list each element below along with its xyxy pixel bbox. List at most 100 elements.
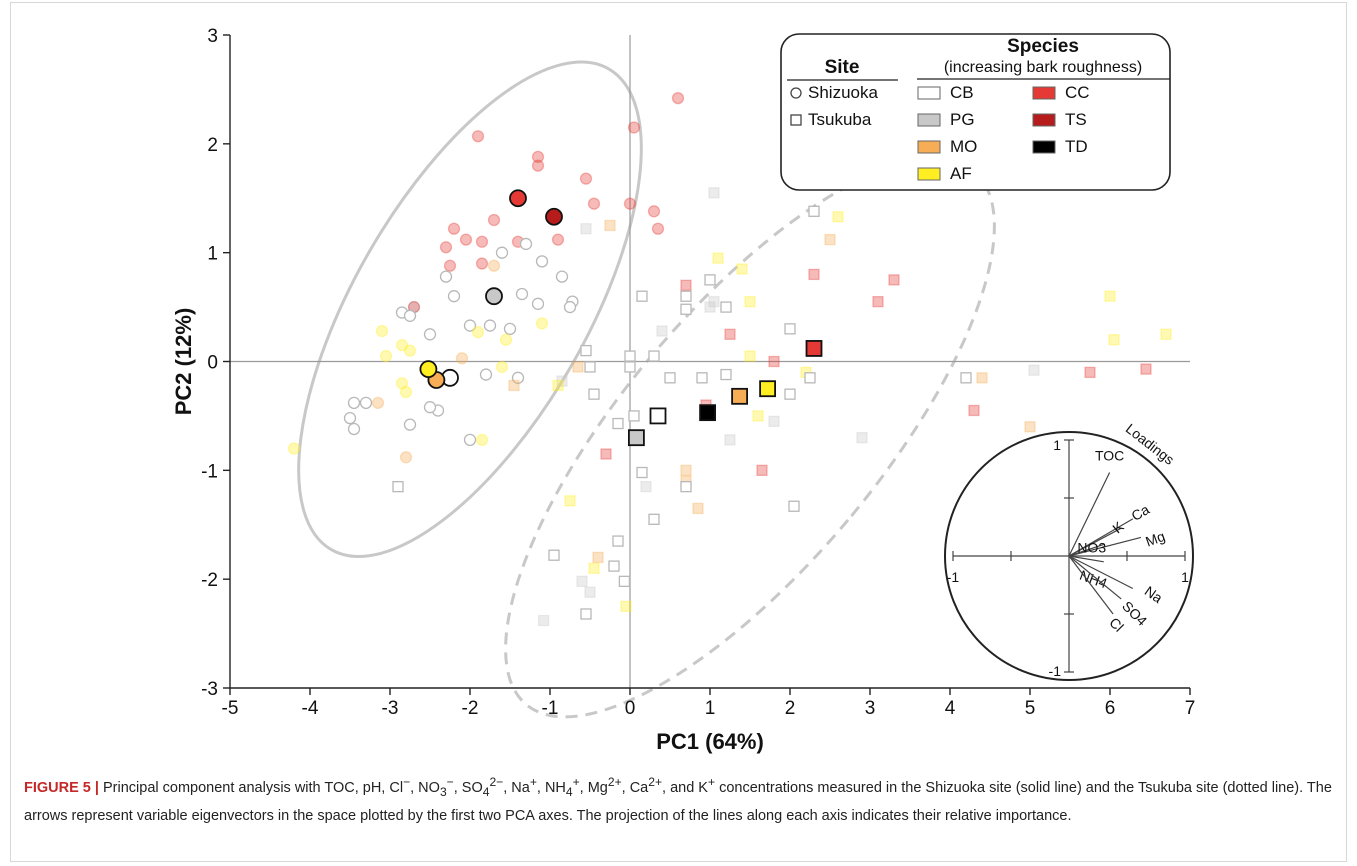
- x-tick-label: 4: [945, 698, 956, 719]
- sample-point: [515, 287, 529, 301]
- sample-point: [708, 295, 720, 308]
- sample-point: [371, 396, 385, 410]
- sample-point: [459, 233, 473, 246]
- sample-point: [744, 295, 756, 308]
- sample-point: [808, 205, 820, 217]
- sample-point: [592, 551, 604, 564]
- sample-point: [872, 295, 884, 308]
- sample-point: [495, 360, 509, 374]
- figure-caption: FIGURE 5 | Principal component analysis …: [24, 770, 1334, 828]
- legend-site-title: Site: [825, 57, 860, 78]
- sample-point: [708, 187, 720, 199]
- sample-point: [612, 417, 624, 430]
- sample-point: [640, 481, 652, 493]
- sample-point: [608, 560, 620, 572]
- sample-point: [392, 481, 404, 493]
- loading-vector: [1068, 543, 1104, 557]
- legend-species-swatch: [1032, 140, 1056, 154]
- loading-label: Ca: [1129, 501, 1153, 524]
- x-tick-label: 0: [625, 698, 636, 719]
- sample-point: [535, 317, 549, 330]
- sample-point: [588, 562, 600, 574]
- sample-point: [475, 433, 489, 447]
- sample-point: [724, 328, 736, 340]
- sample-point: [487, 213, 501, 227]
- sample-point: [752, 410, 764, 422]
- legend-species-label: PG: [950, 110, 975, 129]
- sample-point: [696, 372, 708, 384]
- sample-point: [537, 614, 550, 627]
- x-tick-label: 2: [785, 698, 796, 719]
- sample-point: [379, 349, 393, 363]
- sample-point: [495, 246, 509, 259]
- sample-point: [1104, 290, 1116, 302]
- sample-point: [447, 290, 461, 303]
- sample-point: [624, 350, 636, 362]
- sample-point: [551, 233, 565, 246]
- sample-point: [832, 211, 844, 223]
- legend-species-swatch: [917, 167, 941, 181]
- sample-point: [399, 385, 413, 399]
- loadings-tick-label: -1: [947, 569, 960, 585]
- loading-label: NO3: [1077, 539, 1106, 555]
- sample-point: [692, 502, 704, 515]
- y-tick-label: -2: [201, 570, 218, 591]
- y-tick-label: 0: [207, 353, 218, 374]
- caption-text: Principal component analysis with TOC, p…: [24, 775, 1332, 824]
- centroid-point: [485, 287, 503, 306]
- sample-point: [736, 263, 748, 275]
- y-tick-label: -3: [201, 679, 218, 700]
- sample-point: [680, 481, 692, 493]
- shizuoka-ellipse: [297, 60, 643, 559]
- loadings-tick-label: 1: [1181, 569, 1189, 585]
- sample-point: [439, 241, 453, 254]
- sample-point: [519, 237, 533, 251]
- sample-point: [399, 451, 413, 464]
- sample-point: [552, 379, 564, 392]
- sample-point: [671, 91, 685, 105]
- sample-point: [628, 410, 640, 422]
- sample-point: [824, 233, 836, 246]
- sample-point: [588, 388, 600, 400]
- sample-point: [584, 361, 596, 373]
- legend-species-label: AF: [950, 164, 972, 183]
- sample-point: [1028, 364, 1040, 376]
- sample-point: [624, 361, 636, 373]
- centroid-point: [628, 429, 645, 447]
- sample-point: [447, 222, 461, 235]
- sample-point: [784, 388, 796, 400]
- centroid-points: [419, 189, 823, 447]
- sample-point: [604, 219, 616, 232]
- sample-point: [403, 344, 417, 357]
- legend-species-title: Species: [1007, 36, 1079, 57]
- legend-species-swatch: [917, 86, 941, 100]
- sample-point: [564, 495, 576, 507]
- sample-point: [620, 600, 632, 613]
- figure-label: FIGURE 5 |: [24, 779, 99, 796]
- sample-point: [572, 361, 584, 373]
- sample-point: [1084, 366, 1096, 379]
- x-tick-label: 5: [1025, 698, 1036, 719]
- pca-scatter-chart: -5 -4 -3 -2 -1 0 1 2 3 4 5 6 7 -3 -2 -1 0 1 2 3 PC1 (64%) P…: [171, 26, 1195, 754]
- y-axis-title: PC2 (12%): [171, 308, 196, 416]
- x-tick-label: -3: [382, 698, 399, 719]
- sample-point: [768, 355, 780, 368]
- sample-point: [712, 252, 724, 264]
- sample-point: [587, 197, 601, 210]
- sample-point: [535, 255, 549, 268]
- centroid-point: [509, 189, 527, 208]
- sample-point: [576, 575, 588, 587]
- sample-point: [648, 350, 660, 362]
- sample-point: [648, 513, 660, 525]
- centroid-point: [731, 387, 748, 405]
- sample-point: [443, 259, 457, 272]
- loading-label: TOC: [1095, 447, 1124, 463]
- sample-point: [555, 270, 569, 283]
- legend-species-label: CC: [1065, 83, 1090, 102]
- sample-point: [768, 415, 780, 428]
- sample-point: [531, 159, 545, 172]
- x-tick-label: -2: [462, 698, 479, 719]
- sample-point: [487, 259, 501, 272]
- sample-point: [531, 150, 545, 164]
